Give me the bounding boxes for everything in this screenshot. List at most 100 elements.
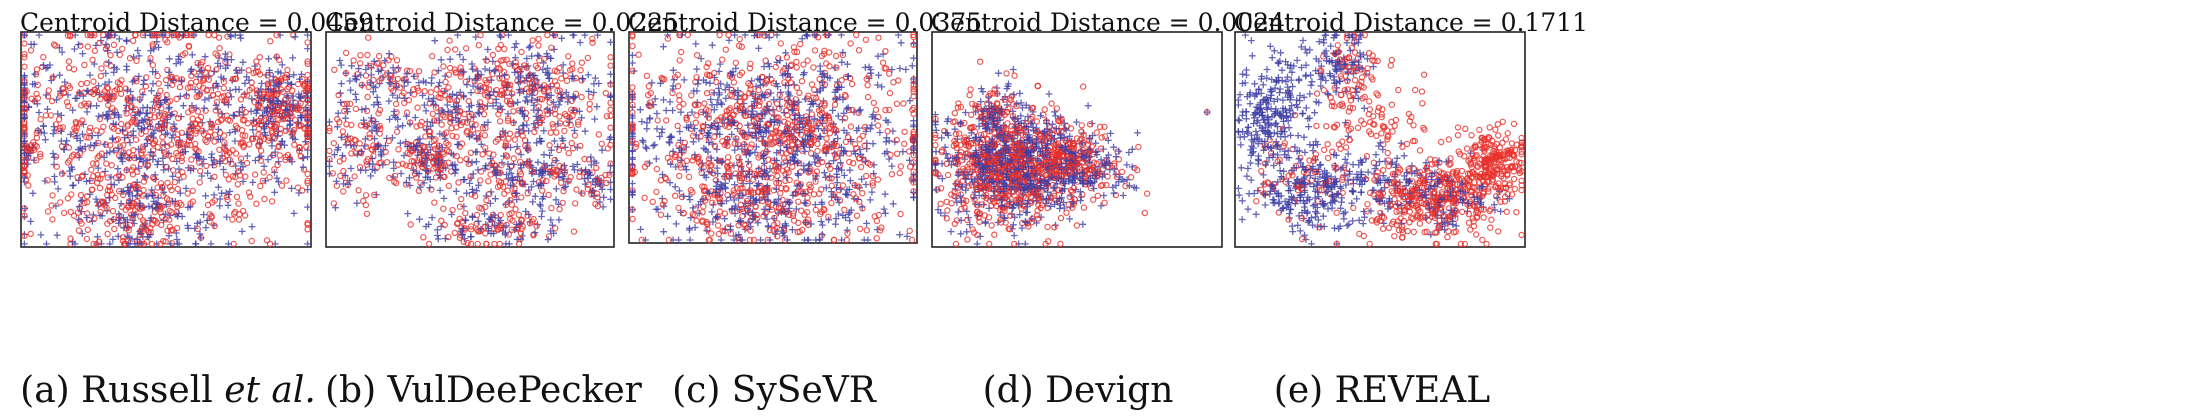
scatter-point-plus [115, 113, 123, 121]
scatter-point-plus [587, 153, 595, 161]
scatter-point-plus [868, 121, 876, 129]
scatter-point-circle [124, 121, 132, 128]
scatter-point-circle [211, 138, 218, 145]
scatter-point-circle [467, 226, 475, 233]
scatter-point-circle [151, 31, 158, 39]
scatter-point-circle [514, 147, 522, 155]
scatter-point-plus [743, 173, 750, 181]
scatter-point-plus [168, 111, 176, 118]
scatter-point-circle [303, 143, 310, 150]
scatter-point-circle [331, 66, 338, 74]
scatter-point-plus [180, 102, 187, 110]
scatter-point-plus [587, 161, 595, 169]
scatter-point-circle [560, 187, 567, 195]
scatter-point-plus [61, 78, 69, 86]
scatter-point-circle [893, 100, 901, 108]
scatter-point-plus [906, 97, 914, 105]
scatter-point-circle [170, 31, 178, 39]
scatter-point-plus [723, 81, 731, 89]
scatter-point-circle [342, 49, 350, 57]
scatter-point-circle [775, 105, 783, 112]
scatter-point-circle [862, 172, 870, 180]
scatter-point-circle [136, 213, 144, 220]
scatter-point-circle [821, 99, 828, 107]
scatter-point-plus [867, 69, 875, 77]
scatter-point-circle [607, 62, 614, 69]
scatter-point-plus [766, 73, 773, 80]
scatter-point-plus [139, 104, 147, 112]
scatter-point-plus [188, 65, 195, 73]
scatter-point-circle [243, 159, 251, 167]
scatter-point-circle [59, 124, 67, 131]
scatter-point-circle [189, 187, 196, 194]
scatter-point-plus [658, 129, 666, 136]
scatter-point-plus [179, 148, 187, 156]
scatter-point-plus [214, 136, 222, 143]
scatter-point-plus [110, 147, 118, 155]
scatter-point-plus [262, 177, 269, 185]
scatter-point-circle [747, 199, 754, 207]
scatter-point-circle [803, 208, 811, 216]
scatter-point-plus [560, 184, 568, 191]
scatter-point-plus [547, 92, 555, 99]
scatter-point-plus [862, 181, 870, 188]
scatter-point-circle [86, 31, 94, 39]
scatter-point-plus [21, 240, 28, 248]
scatter-point-circle [780, 154, 788, 162]
scatter-point-plus [705, 130, 713, 137]
scatter-point-plus [754, 219, 762, 227]
scatter-point-plus [598, 146, 606, 154]
scatter-point-circle [731, 189, 738, 197]
scatter-point-circle [598, 140, 605, 148]
scatter-point-circle [267, 103, 274, 111]
scatter-point-plus [548, 146, 555, 154]
scatter-point-plus [846, 166, 854, 174]
scatter-point-circle [142, 83, 150, 90]
scatter-point-circle [352, 149, 359, 157]
scatter-point-plus [714, 170, 722, 177]
scatter-point-plus [35, 31, 43, 39]
scatter-point-circle [104, 187, 112, 194]
scatter-point-circle [706, 167, 714, 174]
scatter-point-plus [748, 77, 755, 85]
scatter-point-plus [712, 182, 720, 190]
scatter-point-circle [779, 201, 787, 208]
scatter-point-circle [123, 166, 130, 174]
scatter-point-circle [895, 77, 902, 84]
scatter-point-plus [456, 51, 464, 58]
scatter-point-plus [484, 46, 492, 53]
scatter-point-circle [765, 141, 772, 148]
scatter-point-circle [445, 95, 452, 102]
scatter-point-circle [646, 99, 654, 106]
scatter-point-circle [772, 127, 779, 134]
scatter-point-circle [83, 193, 91, 200]
scatter-point-plus [341, 172, 349, 179]
scatter-point-circle [740, 140, 748, 148]
scatter-point-circle [282, 96, 289, 103]
scatter-point-plus [377, 152, 385, 160]
scatter-point-circle [732, 107, 740, 115]
scatter-point-circle [525, 158, 532, 165]
scatter-point-plus [268, 105, 276, 112]
scatter-point-plus [102, 112, 110, 119]
scatter-point-circle [556, 113, 563, 120]
scatter-point-plus [607, 38, 614, 46]
panel-a-plot [20, 31, 312, 248]
scatter-point-plus [95, 82, 102, 90]
scatter-point-plus [201, 96, 209, 104]
scatter-point-circle [519, 180, 526, 188]
scatter-point-circle [793, 64, 800, 71]
scatter-point-plus [164, 82, 172, 89]
scatter-point-plus [468, 60, 476, 68]
scatter-point-circle [645, 83, 652, 90]
scatter-point-plus [549, 31, 557, 39]
scatter-point-circle [260, 117, 268, 124]
scatter-point-circle [750, 236, 758, 244]
scatter-point-plus [600, 193, 608, 201]
scatter-point-circle [192, 78, 200, 85]
scatter-point-plus [125, 190, 133, 198]
scatter-point-plus [782, 49, 789, 57]
scatter-point-plus [243, 152, 251, 160]
scatter-point-plus [154, 200, 161, 208]
scatter-point-plus [216, 202, 224, 210]
